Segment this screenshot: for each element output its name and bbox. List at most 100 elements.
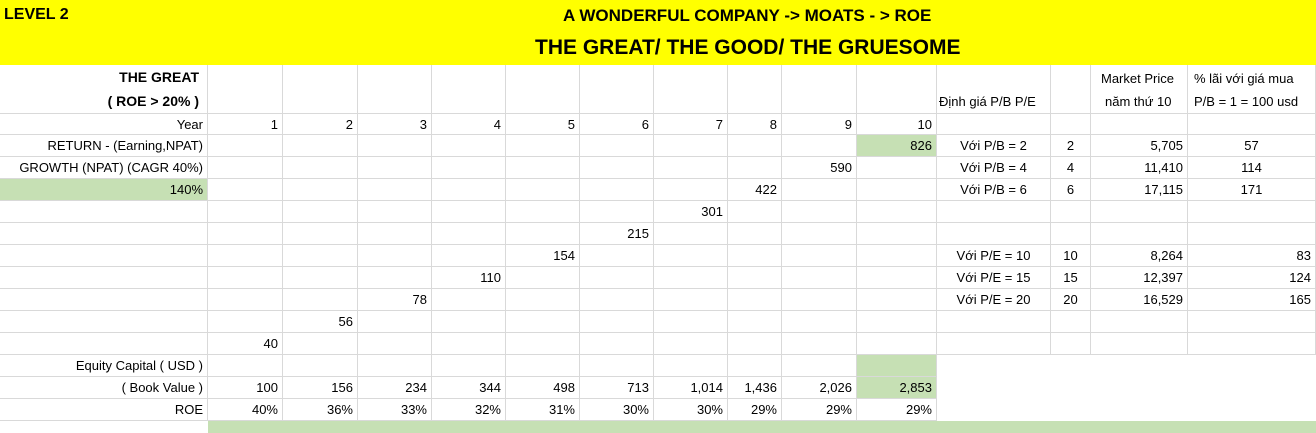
- pe-row-profit-percent[interactable]: 124: [1188, 267, 1316, 289]
- empty-cell[interactable]: [283, 223, 358, 245]
- empty-cell[interactable]: [857, 333, 937, 355]
- empty-cell[interactable]: [654, 333, 728, 355]
- book-value-cell[interactable]: 234: [358, 377, 432, 399]
- pb-row-market-price[interactable]: 11,410: [1091, 157, 1188, 179]
- great-title-cell[interactable]: THE GREAT ( ROE > 20% ): [0, 65, 208, 114]
- empty-cell[interactable]: [782, 65, 857, 114]
- empty-cell[interactable]: [358, 135, 432, 157]
- empty-cell[interactable]: [782, 135, 857, 157]
- empty-cell[interactable]: [1051, 114, 1091, 135]
- empty-cell[interactable]: [782, 223, 857, 245]
- empty-cell[interactable]: [432, 135, 506, 157]
- empty-cell[interactable]: [432, 157, 506, 179]
- pe-row-multiple[interactable]: 10: [1051, 245, 1091, 267]
- empty-cell[interactable]: [283, 135, 358, 157]
- pe-row-profit-percent[interactable]: 165: [1188, 289, 1316, 311]
- empty-cell[interactable]: [432, 333, 506, 355]
- year-cell[interactable]: 1: [208, 114, 283, 135]
- empty-cell[interactable]: [283, 267, 358, 289]
- empty-cell[interactable]: [580, 333, 654, 355]
- equity-highlight[interactable]: [857, 355, 937, 377]
- year-cell[interactable]: 5: [506, 114, 580, 135]
- empty-cell[interactable]: [857, 179, 937, 201]
- empty-cell[interactable]: [937, 311, 1051, 333]
- empty-cell[interactable]: [432, 355, 506, 377]
- empty-cell[interactable]: [283, 245, 358, 267]
- empty-cell[interactable]: [857, 201, 937, 223]
- empty-cell[interactable]: [857, 267, 937, 289]
- empty-cell[interactable]: [1051, 333, 1091, 355]
- empty-cell[interactable]: [506, 333, 580, 355]
- empty-cell[interactable]: [283, 65, 358, 114]
- pb-row-market-price[interactable]: 17,115: [1091, 179, 1188, 201]
- empty-cell[interactable]: [432, 179, 506, 201]
- empty-cell[interactable]: [506, 157, 580, 179]
- empty-cell[interactable]: [208, 311, 283, 333]
- empty-cell[interactable]: [580, 311, 654, 333]
- pb-row-label[interactable]: Với P/B = 6: [937, 179, 1051, 201]
- empty-cell[interactable]: [506, 135, 580, 157]
- pb-row-profit-percent[interactable]: 114: [1188, 157, 1316, 179]
- empty-cell[interactable]: [208, 135, 283, 157]
- pe-row-market-price[interactable]: 16,529: [1091, 289, 1188, 311]
- empty-cell[interactable]: [580, 157, 654, 179]
- empty-cell[interactable]: [728, 157, 782, 179]
- empty-cell[interactable]: [1188, 114, 1316, 135]
- book-value-cell[interactable]: 1,014: [654, 377, 728, 399]
- empty-cell[interactable]: [857, 65, 937, 114]
- npat-year-8[interactable]: 422: [728, 179, 782, 201]
- empty-cell[interactable]: [432, 65, 506, 114]
- roe-cell[interactable]: 32%: [432, 399, 506, 421]
- roe-cell[interactable]: 29%: [782, 399, 857, 421]
- empty-cell[interactable]: [857, 157, 937, 179]
- empty-cell[interactable]: [506, 65, 580, 114]
- empty-cell[interactable]: [1051, 65, 1091, 114]
- roe-cell[interactable]: 29%: [857, 399, 937, 421]
- empty-cell[interactable]: [728, 333, 782, 355]
- empty-cell[interactable]: [208, 289, 283, 311]
- roe-label[interactable]: ROE: [0, 399, 208, 421]
- empty-cell[interactable]: [1091, 201, 1188, 223]
- empty-cell[interactable]: [358, 223, 432, 245]
- empty-cell[interactable]: [0, 289, 208, 311]
- empty-cell[interactable]: [432, 245, 506, 267]
- empty-cell[interactable]: [782, 289, 857, 311]
- empty-cell[interactable]: [358, 311, 432, 333]
- empty-cell[interactable]: [654, 223, 728, 245]
- empty-cell[interactable]: [782, 267, 857, 289]
- empty-cell[interactable]: [782, 355, 857, 377]
- empty-cell[interactable]: [1188, 311, 1316, 333]
- pb-row-multiple[interactable]: 4: [1051, 157, 1091, 179]
- empty-cell[interactable]: [506, 355, 580, 377]
- empty-cell[interactable]: [208, 267, 283, 289]
- empty-cell[interactable]: [283, 289, 358, 311]
- empty-cell[interactable]: [283, 333, 358, 355]
- valuation-header-cell[interactable]: Định giá P/B P/E: [937, 65, 1051, 114]
- book-value-cell[interactable]: 713: [580, 377, 654, 399]
- empty-cell[interactable]: [654, 135, 728, 157]
- empty-cell[interactable]: [1051, 223, 1091, 245]
- pe-row-label[interactable]: Với P/E = 10: [937, 245, 1051, 267]
- empty-cell[interactable]: [208, 157, 283, 179]
- empty-cell[interactable]: [432, 289, 506, 311]
- book-value-cell[interactable]: 1,436: [728, 377, 782, 399]
- npat-year-4[interactable]: 110: [432, 267, 506, 289]
- empty-cell[interactable]: [208, 65, 283, 114]
- empty-cell[interactable]: [654, 157, 728, 179]
- empty-cell[interactable]: [432, 201, 506, 223]
- empty-cell[interactable]: [654, 311, 728, 333]
- empty-cell[interactable]: [358, 201, 432, 223]
- empty-cell[interactable]: [782, 245, 857, 267]
- book-value-cell[interactable]: 2,853: [857, 377, 937, 399]
- empty-cell[interactable]: [208, 245, 283, 267]
- empty-cell[interactable]: [208, 355, 283, 377]
- empty-cell[interactable]: [937, 333, 1051, 355]
- empty-cell[interactable]: [654, 179, 728, 201]
- year-cell[interactable]: 2: [283, 114, 358, 135]
- year-cell[interactable]: 8: [728, 114, 782, 135]
- empty-cell[interactable]: [283, 179, 358, 201]
- empty-cell[interactable]: [728, 65, 782, 114]
- npat-year-6[interactable]: 215: [580, 223, 654, 245]
- pe-row-label[interactable]: Với P/E = 15: [937, 267, 1051, 289]
- market-price-header-cell[interactable]: Market Price năm thứ 10: [1091, 65, 1188, 114]
